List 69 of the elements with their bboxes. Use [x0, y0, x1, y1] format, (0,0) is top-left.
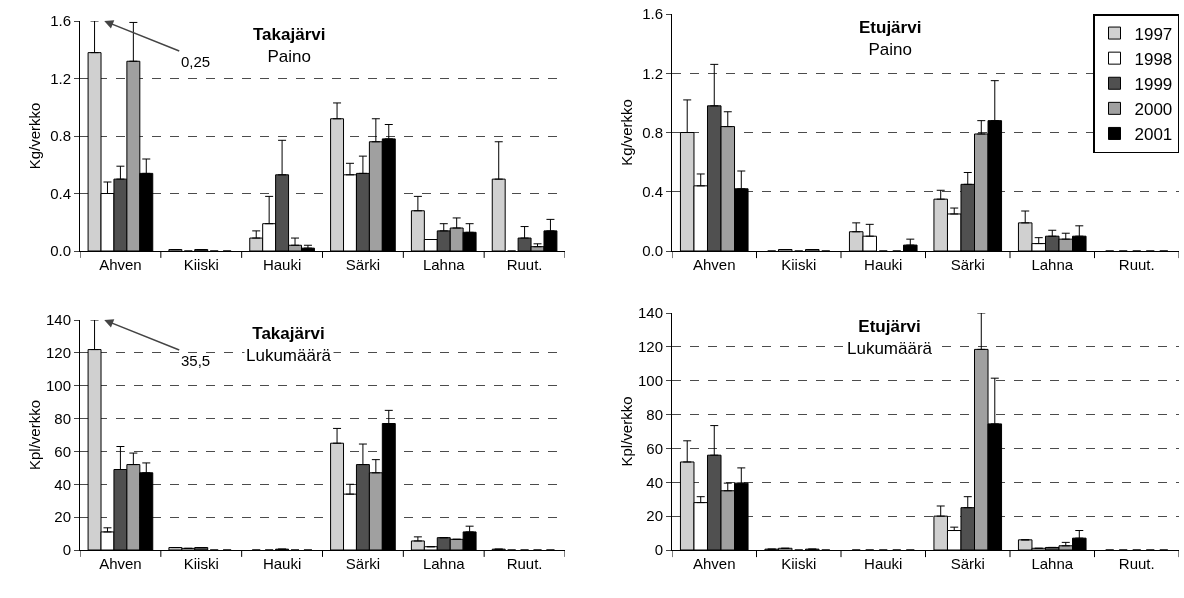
- x-tick-label: Ahven: [692, 256, 736, 273]
- x-tick-label: Ruut.: [506, 555, 543, 572]
- y-axis-title: Kg/verkko: [618, 99, 635, 166]
- x-tick-label: Kiiski: [781, 256, 817, 273]
- x-tick-label: Särki: [950, 256, 985, 273]
- legend-label: 2001: [1134, 125, 1173, 145]
- x-tick-label: Ruut.: [1118, 256, 1155, 273]
- x-tick-label: Hauki: [864, 256, 903, 273]
- y-tick-label: 0.0: [642, 242, 663, 260]
- text: Lukumäärä: [847, 339, 933, 359]
- y-tick-label: 40: [646, 473, 663, 491]
- y-tick-label: 100: [637, 371, 663, 389]
- text: Lukumäärä: [246, 346, 332, 366]
- y-tick-label: 80: [54, 409, 71, 427]
- y-axis-title: Kpl/verkko: [618, 396, 635, 467]
- legend-label: 1997: [1134, 24, 1173, 44]
- y-tick-label: 140: [45, 311, 71, 329]
- x-tick-label: Lahna: [1031, 256, 1074, 273]
- legend-label: 1998: [1134, 49, 1173, 69]
- y-tick-label: 80: [646, 405, 663, 423]
- y-tick-label: 120: [637, 338, 663, 356]
- y-tick-label: 1.6: [642, 5, 663, 23]
- chart-title: Etujärvi: [859, 18, 922, 37]
- y-axis-title: Kpl/verkko: [26, 399, 43, 471]
- x-tick-label: Ruut.: [1118, 555, 1155, 572]
- x-tick-label: Hauki: [262, 555, 302, 572]
- x-tick-label: Särki: [345, 256, 381, 273]
- x-tick-label: Kiiski: [183, 555, 219, 572]
- legend-label: 2000: [1134, 99, 1173, 119]
- chart-title: Takajärvi: [252, 324, 325, 343]
- y-axis-title: Kg/verkko: [26, 102, 43, 170]
- legend-label: 1999: [1134, 74, 1173, 94]
- y-tick-label: 1.6: [50, 12, 71, 30]
- x-tick-label: Lahna: [422, 256, 466, 273]
- annotation: 0,25: [181, 53, 211, 70]
- y-tick-label: 0: [62, 541, 71, 559]
- y-tick-label: 1.2: [642, 64, 663, 82]
- x-tick-label: Ahven: [99, 555, 142, 572]
- y-tick-label: 120: [45, 344, 71, 362]
- x-tick-label: Ahven: [99, 256, 142, 273]
- y-tick-label: 0: [654, 541, 663, 559]
- y-tick-label: 0.8: [50, 127, 71, 145]
- y-tick-label: 1.2: [50, 69, 71, 87]
- text: Paino: [868, 40, 912, 60]
- y-tick-label: 0.0: [50, 242, 71, 260]
- y-tick-label: 40: [54, 475, 71, 493]
- x-tick-label: Särki: [345, 555, 381, 572]
- y-tick-label: 140: [637, 304, 663, 322]
- y-tick-label: 60: [646, 439, 663, 457]
- chart-title: Etujärvi: [858, 317, 921, 336]
- x-tick-label: Hauki: [262, 256, 302, 273]
- y-tick-label: 20: [646, 507, 663, 525]
- x-tick-label: Kiiski: [781, 555, 817, 572]
- y-tick-label: 0.8: [642, 123, 663, 141]
- y-tick-label: 0.4: [642, 183, 663, 200]
- y-tick-label: 100: [45, 376, 71, 394]
- text: Paino: [267, 47, 311, 67]
- y-tick-label: 20: [54, 508, 71, 526]
- x-tick-label: Hauki: [864, 555, 903, 572]
- chart-title: Takajärvi: [253, 25, 326, 44]
- x-tick-label: Lahna: [1031, 555, 1074, 572]
- x-tick-label: Ruut.: [506, 256, 543, 273]
- y-tick-label: 0.4: [50, 184, 71, 202]
- x-tick-label: Lahna: [422, 555, 466, 572]
- x-tick-label: Kiiski: [183, 256, 219, 273]
- x-tick-label: Ahven: [692, 555, 736, 572]
- y-tick-label: 60: [54, 442, 71, 460]
- annotation: 35,5: [181, 352, 211, 369]
- x-tick-label: Särki: [950, 555, 985, 572]
